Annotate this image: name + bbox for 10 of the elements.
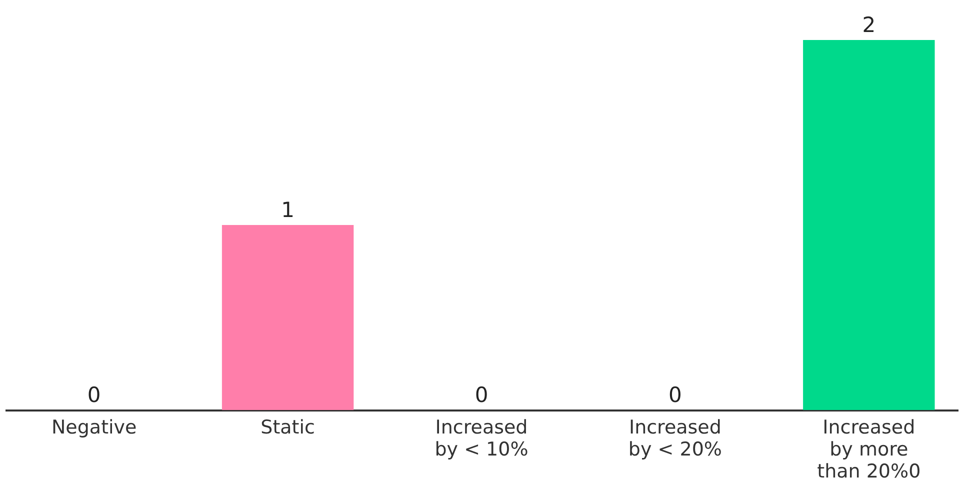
x-tick-label: Increased by more than 20%0 <box>817 416 921 482</box>
data-label: 0 <box>474 383 488 407</box>
data-label: 0 <box>668 383 682 407</box>
data-label: 2 <box>862 13 876 37</box>
x-tick-label: Increased by < 20% <box>628 416 722 460</box>
x-tick-label: Negative <box>51 416 137 438</box>
data-label: 1 <box>281 198 294 222</box>
x-tick-label: Increased by < 10% <box>434 416 528 460</box>
data-label: 0 <box>87 383 101 407</box>
x-tick-label: Static <box>260 416 315 438</box>
